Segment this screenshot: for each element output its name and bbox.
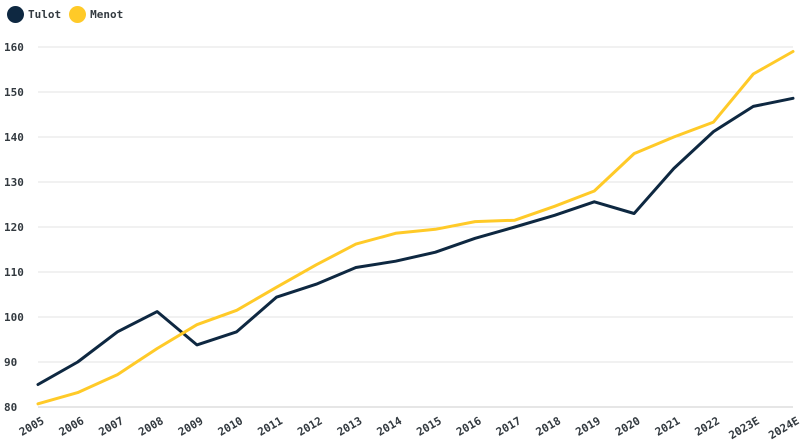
x-tick-label: 2023E [727, 414, 762, 442]
legend-label-menot: Menot [90, 8, 124, 21]
y-axis: 80 90 100 110 120 130 140 150 160 [4, 41, 24, 414]
x-tick-label: 2007 [97, 414, 126, 439]
series-line-tulot [36, 96, 795, 386]
x-tick-label: 2017 [494, 414, 523, 439]
x-tick-label: 2019 [573, 414, 602, 439]
x-tick-label: 2024E [766, 414, 800, 442]
x-tick-label: 2015 [414, 414, 443, 439]
y-tick-label: 150 [4, 86, 24, 99]
x-tick-label: 2018 [534, 414, 563, 439]
x-tick-label: 2013 [335, 414, 364, 439]
legend-swatch-tulot [7, 6, 24, 23]
series-lines [36, 50, 795, 406]
legend-item-tulot[interactable]: Tulot [7, 6, 61, 23]
y-tick-label: 160 [4, 41, 24, 54]
legend-label-tulot: Tulot [28, 8, 62, 21]
legend-item-menot[interactable]: Menot [69, 6, 123, 23]
x-tick-label: 2006 [57, 414, 87, 439]
gridlines [38, 46, 793, 408]
y-tick-label: 130 [4, 176, 24, 189]
x-tick-label: 2014 [375, 414, 405, 439]
x-tick-label: 2005 [17, 414, 46, 439]
x-tick-label: 2022 [693, 414, 722, 439]
y-tick-label: 120 [4, 221, 24, 234]
y-tick-label: 110 [4, 266, 24, 279]
series-line-menot [36, 50, 795, 406]
legend: Tulot Menot [7, 6, 123, 23]
x-tick-label: 2011 [255, 414, 285, 439]
y-tick-label: 140 [4, 131, 24, 144]
x-tick-label: 2016 [454, 414, 484, 439]
x-tick-label: 2020 [613, 414, 642, 439]
y-tick-label: 80 [4, 401, 17, 414]
y-tick-label: 100 [4, 311, 24, 324]
x-tick-label: 2010 [216, 414, 245, 439]
y-tick-label: 90 [4, 356, 17, 369]
x-axis: 2005 2006 2007 2008 2009 2010 2011 2012 2013 2014… [17, 406, 800, 442]
x-tick-label: 2012 [295, 414, 324, 439]
x-tick-label: 2009 [176, 414, 205, 439]
legend-swatch-menot [69, 6, 87, 23]
x-tick-label: 2008 [136, 414, 165, 439]
x-tick-label: 2021 [653, 414, 683, 439]
